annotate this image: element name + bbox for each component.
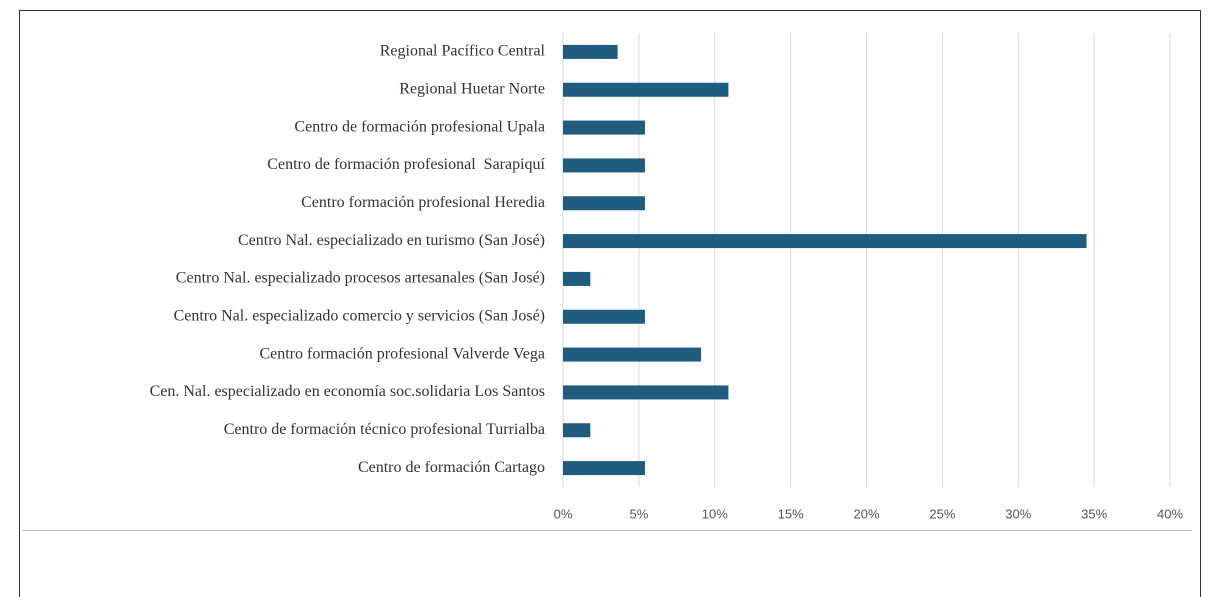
bar: [563, 461, 645, 476]
bar: [563, 158, 645, 173]
x-tick-label: 25%: [929, 506, 955, 521]
y-tick-label: Cen. Nal. especializado en economía soc.…: [150, 383, 545, 400]
bar: [563, 196, 645, 211]
bar: [563, 385, 729, 400]
bar: [563, 271, 591, 286]
y-tick-label: Centro de formación técnico profesional …: [224, 421, 545, 438]
bar: [563, 309, 645, 324]
x-tick-label: 0%: [554, 506, 573, 521]
x-tick-label: 30%: [1005, 506, 1031, 521]
x-tick-label: 20%: [853, 506, 879, 521]
bar: [563, 423, 591, 438]
bar: [563, 44, 618, 59]
x-tick-label: 15%: [778, 506, 804, 521]
bar: [563, 82, 729, 97]
y-tick-label: Centro de formación profesional Upala: [294, 118, 545, 135]
y-tick-label: Centro de formación profesional Sarapiqu…: [267, 156, 545, 173]
y-tick-label: Centro formación profesional Heredia: [301, 194, 545, 211]
y-tick-label: Centro Nal. especializado comercio y ser…: [174, 307, 545, 324]
y-tick-label: Centro de formación Cartago: [358, 459, 545, 476]
y-tick-label: Centro Nal. especializado en turismo (Sa…: [238, 232, 545, 249]
bar: [563, 347, 702, 362]
x-tick-label: 35%: [1081, 506, 1107, 521]
bar: [563, 120, 645, 135]
x-tick-label: 40%: [1157, 506, 1183, 521]
y-tick-label: Centro Nal. especializado procesos artes…: [176, 270, 545, 287]
y-tick-label: Regional Huetar Norte: [399, 80, 545, 97]
y-tick-label: Regional Pacífico Central: [380, 43, 546, 60]
bar: [563, 234, 1087, 249]
x-tick-label: 5%: [629, 506, 648, 521]
x-tick-label: 10%: [702, 506, 728, 521]
y-tick-label: Centro formación profesional Valverde Ve…: [259, 345, 545, 362]
frame: [19, 10, 1201, 597]
